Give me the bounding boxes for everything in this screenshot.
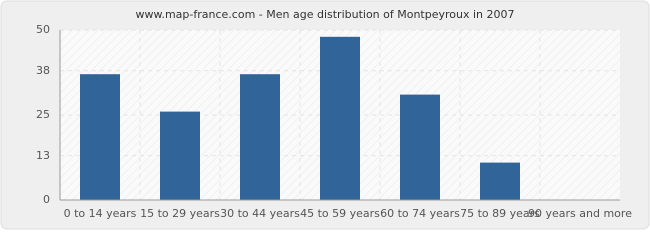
bar: [240, 74, 280, 200]
x-tick-label: 90 years and more: [528, 207, 632, 220]
x-tick-label: 15 to 29 years: [140, 207, 220, 220]
bar: [320, 36, 360, 200]
y-tick-label: 0: [43, 193, 50, 206]
y-tick-label: 50: [36, 23, 50, 36]
x-tick-label: 0 to 14 years: [64, 207, 137, 220]
x-tick-label: 75 to 89 years: [460, 207, 540, 220]
chart-title: www.map-france.com - Men age distributio…: [135, 8, 514, 21]
x-tick-label: 60 to 74 years: [380, 207, 460, 220]
bar: [480, 162, 520, 200]
x-tick-label: 45 to 59 years: [300, 207, 380, 220]
y-tick-label: 25: [36, 108, 50, 121]
bar: [400, 94, 440, 200]
bar: [160, 111, 200, 200]
y-tick-label: 38: [36, 64, 50, 77]
chart: www.map-france.com - Men age distributio…: [0, 0, 650, 230]
x-tick-label: 30 to 44 years: [220, 207, 300, 220]
bar: [80, 74, 120, 200]
y-tick-label: 13: [36, 149, 50, 162]
